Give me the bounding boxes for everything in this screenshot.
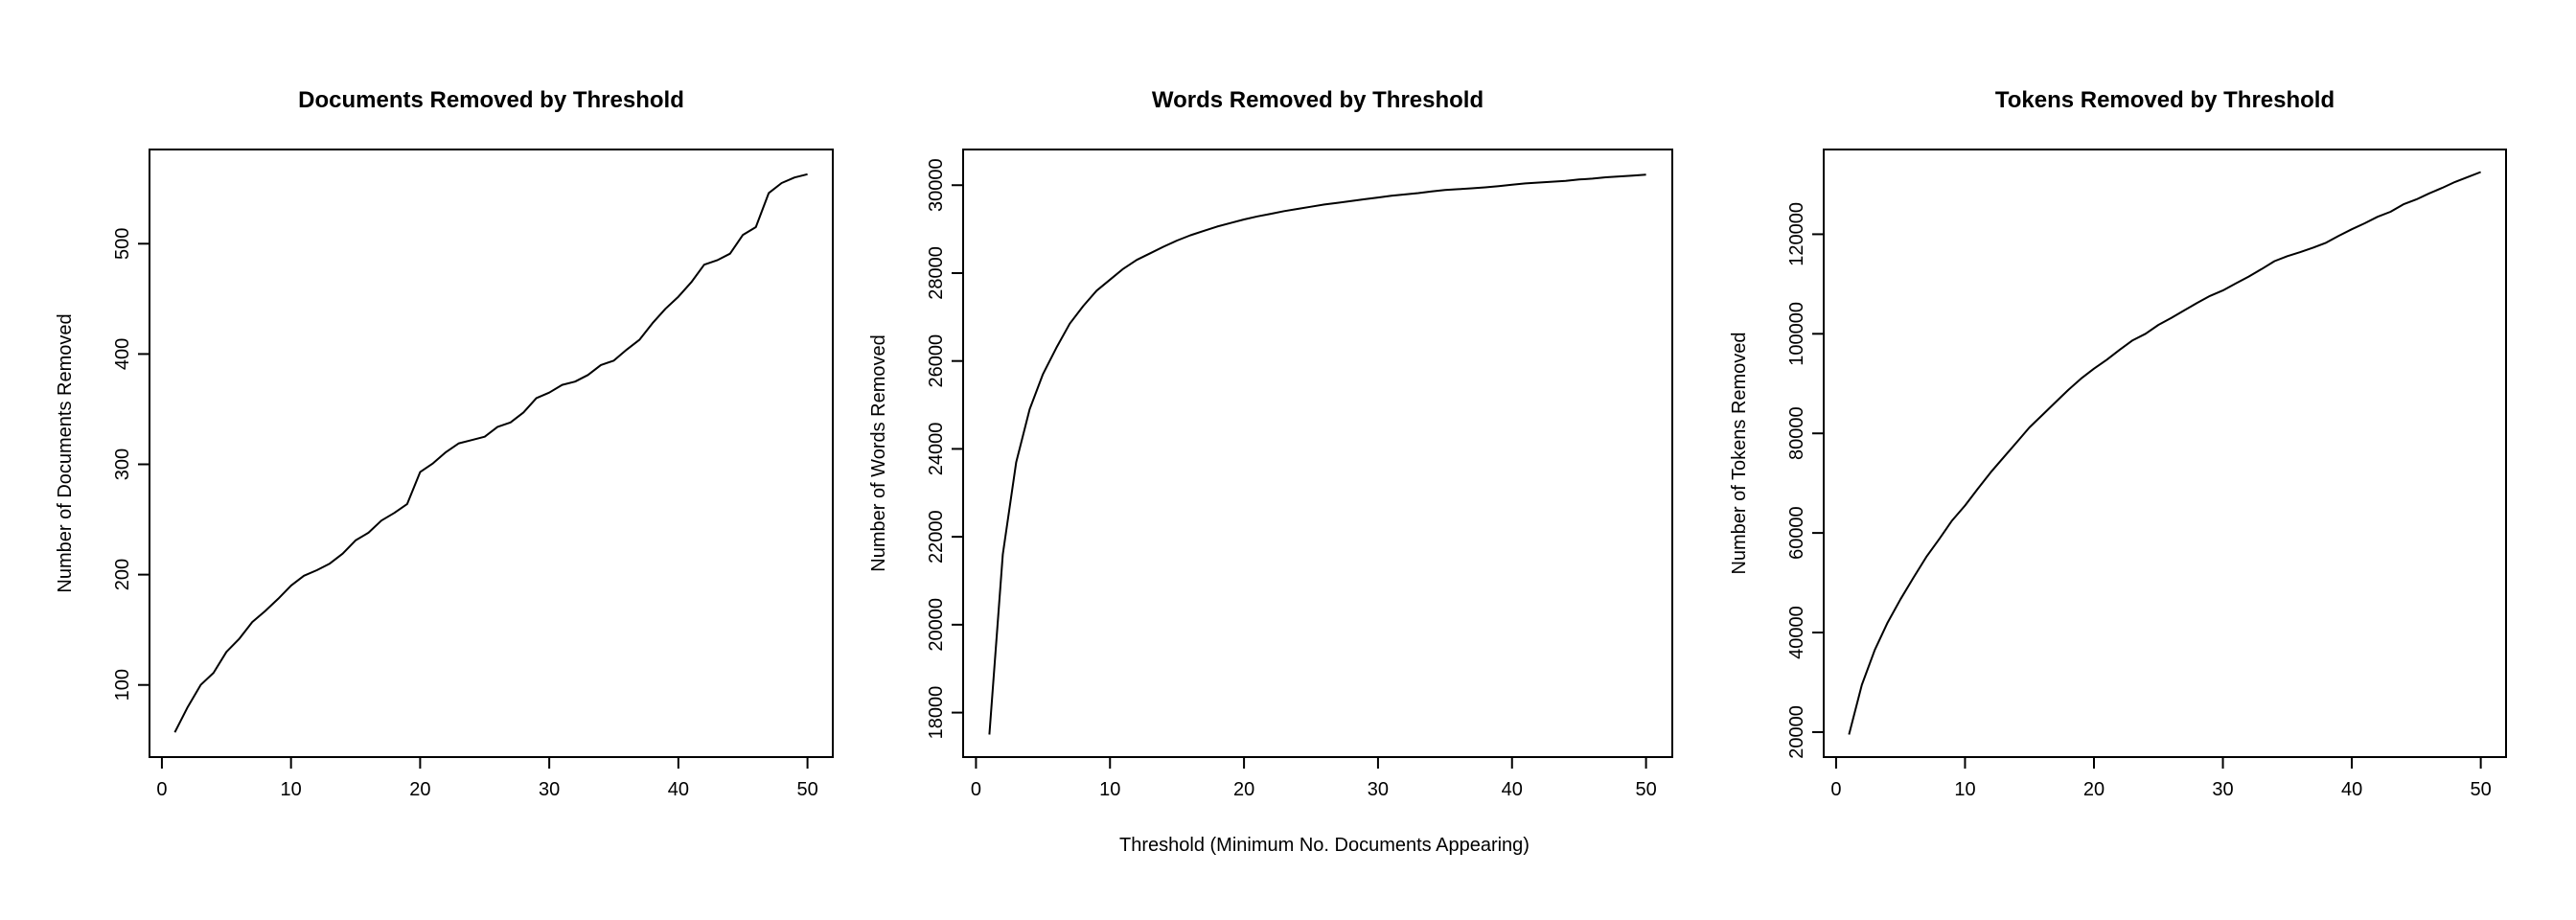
x-tick-label: 0 [971,779,981,800]
series-line-words [988,173,1646,735]
y-tick-label: 500 [112,228,133,260]
y-tick-label: 30000 [926,158,947,212]
chart-title: Words Removed by Threshold [1152,87,1484,113]
y-tick-label: 28000 [926,246,947,300]
y-tick-label: 26000 [926,334,947,388]
x-tick-label: 30 [2212,779,2233,800]
x-tick-label: 0 [156,779,167,800]
x-tick-label: 10 [281,779,302,800]
y-tick-label: 20000 [1786,705,1807,759]
x-tick-label: 20 [2083,779,2104,800]
y-tick-label: 300 [112,448,133,480]
x-tick-label: 20 [1233,779,1254,800]
chart-panel-tokens: Tokens Removed by Threshold Number of Tok… [1729,87,2507,800]
x-tick-label: 40 [668,779,689,800]
y-tick-label: 400 [112,338,133,370]
y-tick-label: 100 [112,669,133,701]
y-axis-label: Number of Words Removed [868,334,889,572]
chart-title: Tokens Removed by Threshold [1995,87,2334,113]
x-tick-label: 0 [1830,779,1841,800]
x-tick-label: 40 [1502,779,1523,800]
x-tick-label: 40 [2341,779,2362,800]
y-axis-label: Number of Documents Removed [55,313,76,592]
x-tick-label: 50 [1635,779,1656,800]
plot-frame [962,149,1673,758]
y-tick-label: 100000 [1786,302,1807,366]
x-tick-label: 30 [539,779,560,800]
y-tick-label: 80000 [1786,406,1807,460]
series-line-documents [173,172,808,733]
y-tick-label: 60000 [1786,506,1807,560]
x-tick-label: 10 [1954,779,1975,800]
y-tick-label: 18000 [926,686,947,740]
x-tick-label: 30 [1368,779,1389,800]
chart-panel-documents: Documents Removed by Threshold Number of … [55,87,834,800]
x-tick-label: 10 [1099,779,1120,800]
x-tick-label: 50 [2471,779,2492,800]
y-tick-label: 200 [112,559,133,590]
x-tick-label: 50 [796,779,817,800]
chart-panel-words: Words Removed by Threshold Number of Word… [868,87,1673,800]
y-tick-label: 22000 [926,510,947,564]
series-line-tokens [1848,171,2481,735]
plot-frame [1823,149,2507,758]
y-tick-label: 40000 [1786,606,1807,659]
x-tick-label: 20 [409,779,430,800]
y-axis-label: Number of Tokens Removed [1729,332,1750,574]
y-tick-label: 20000 [926,598,947,652]
y-tick-label: 120000 [1786,202,1807,266]
shared-x-axis-label: Threshold (Minimum No. Documents Appeari… [1119,835,1530,856]
plot-frame [149,149,834,758]
y-tick-label: 24000 [926,423,947,476]
chart-title: Documents Removed by Threshold [298,87,684,113]
